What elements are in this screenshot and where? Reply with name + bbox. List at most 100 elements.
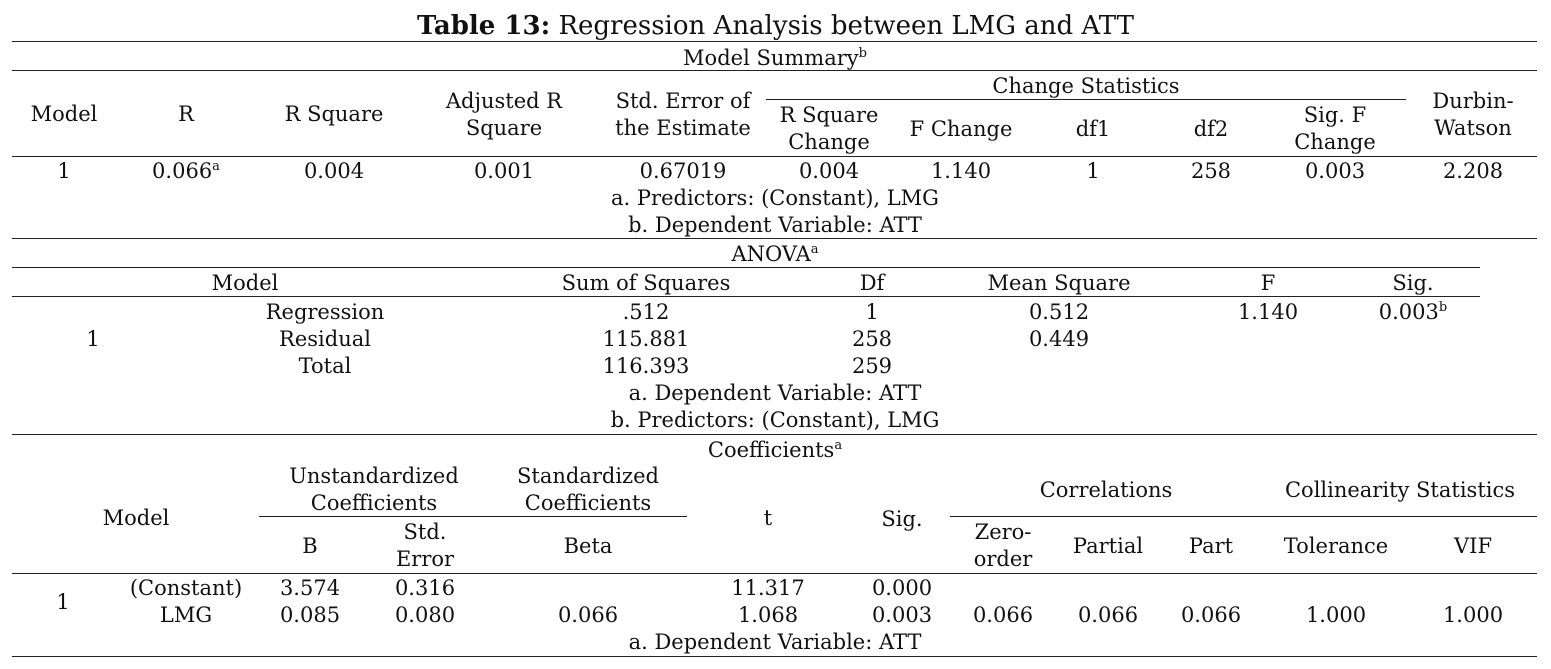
caption-sup: b [858,46,867,61]
caption-text: Coefficients [707,438,835,462]
anova-header-model: Model [211,271,279,295]
summary-r: 0.066a [152,159,220,183]
anova-sig-sup: b [1438,300,1448,315]
rule [766,99,1406,100]
anova-df: 1 [865,300,879,324]
coef-header-model: Model [102,506,170,530]
summary-note-a: a. Predictors: (Constant), LMG [611,186,939,210]
header-std: Std. [403,520,447,544]
coef-t: 11.317 [731,576,805,600]
coef-t: 1.068 [737,603,799,627]
anova-header-f: F [1260,271,1276,295]
anova-f: 1.140 [1237,300,1299,324]
rule [12,267,1480,268]
summary-model: 1 [57,159,71,183]
caption-sup: a [834,438,843,453]
header-unstandardized-coefficients: Coefficients [310,491,438,515]
rule [12,656,1537,657]
summary-f-change: 1.140 [930,159,992,183]
summary-sig-f-change: 0.003 [1304,159,1366,183]
caption-sup: a [810,242,819,257]
rule [950,516,1537,517]
header-adjusted-square: Square [465,116,543,140]
coef-header-sig: Sig. [881,507,923,531]
coef-header-t: t [763,506,773,530]
rule [12,573,1537,574]
header-order: order [973,547,1033,571]
caption-text: Model Summary [683,46,859,70]
coef-sig: 0.003 [871,603,933,627]
rule [12,156,1537,157]
header-correlations: Correlations [1039,478,1173,502]
header-unstandardized: Unstandardized [289,464,459,488]
header-error: Error [395,547,455,571]
header-f-change: F Change [909,117,1013,141]
anova-header-sum-of-squares: Sum of Squares [561,271,731,295]
header-sig-f-change: Change [1294,130,1376,154]
coef-sig: 0.000 [871,576,933,600]
anova-header-sig: Sig. [1392,271,1434,295]
coef-b: 3.574 [279,576,341,600]
coef-model: 1 [56,590,70,614]
change-statistics-header: Change Statistics [992,74,1180,98]
summary-df1: 1 [1086,159,1100,183]
header-r: R [178,102,194,126]
coef-std-error: 0.316 [394,576,456,600]
rule [12,41,1537,42]
anova-df: 258 [851,327,893,351]
model-summary-caption: Model Summaryb [683,46,867,70]
coef-zero-order: 0.066 [972,603,1034,627]
anova-sig-value: 0.003 [1378,300,1439,324]
header-watson: Watson [1434,116,1512,140]
rule [12,238,1537,239]
header-collinearity-statistics: Collinearity Statistics [1284,478,1516,502]
coef-tolerance: 1.000 [1305,603,1367,627]
header-b: B [302,534,318,558]
anova-sig: 0.003b [1379,300,1447,324]
coef-row-label: LMG [159,603,213,627]
header-model: Model [30,102,98,126]
summary-df2: 258 [1190,159,1232,183]
anova-row-label: Total [298,354,352,378]
anova-note-b: b. Predictors: (Constant), LMG [610,408,940,432]
rule [12,296,1480,297]
header-partial: Partial [1072,534,1144,558]
summary-r-sup: a [212,159,220,174]
anova-sum-of-squares: 115.881 [602,327,690,351]
anova-caption: ANOVAa [731,242,818,266]
header-of-estimate: the Estimate [615,116,751,140]
header-r-square-change-2: Change [788,130,870,154]
coef-partial: 0.066 [1077,603,1139,627]
header-beta: Beta [563,534,613,558]
header-sig-f: Sig. F [1303,103,1367,127]
coef-note-a: a. Dependent Variable: ATT [628,630,922,654]
header-adjusted-r: Adjusted R [445,89,563,113]
anova-sum-of-squares: .512 [622,300,670,324]
coef-std-error: 0.080 [394,603,456,627]
anova-model: 1 [86,327,100,351]
anova-mean-square: 0.449 [1028,327,1090,351]
anova-row-label: Regression [265,300,385,324]
anova-df: 259 [851,354,893,378]
header-r-square: R Square [284,102,384,126]
table-title-text: Regression Analysis between LMG and ATT [550,11,1134,41]
anova-note-a: a. Dependent Variable: ATT [628,381,922,405]
header-std-error: Std. Error of [615,89,751,113]
header-zero: Zero- [974,520,1032,544]
caption-text: ANOVA [731,242,811,266]
anova-header-df: Df [859,271,885,295]
summary-adjusted-r-square: 0.001 [473,159,535,183]
coef-part: 0.066 [1180,603,1242,627]
header-vif: VIF [1453,534,1493,558]
coef-beta: 0.066 [557,603,619,627]
header-tolerance: Tolerance [1283,534,1389,558]
rule [12,434,1537,435]
anova-sum-of-squares: 116.393 [602,354,690,378]
coef-vif: 1.000 [1442,603,1504,627]
summary-r-value: 0.066 [152,159,213,183]
header-df1: df1 [1075,117,1111,141]
header-durbin: Durbin- [1432,89,1514,113]
anova-header-mean-square: Mean Square [987,271,1131,295]
coef-row-label: (Constant) [129,576,243,600]
coef-b: 0.085 [279,603,341,627]
